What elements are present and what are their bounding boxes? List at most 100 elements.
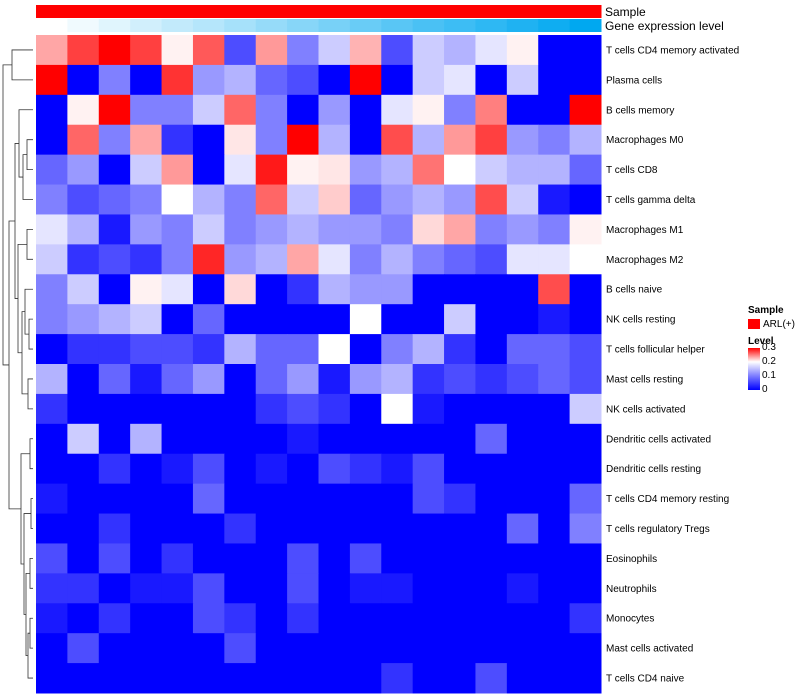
- heatmap-cell: [192, 334, 225, 365]
- heatmap-cell: [98, 334, 131, 365]
- heatmap-cell: [444, 453, 476, 485]
- annotation-cell-1-12: [412, 19, 445, 32]
- heatmap-cell: [318, 663, 351, 694]
- annotation-cell-1-16: [538, 19, 571, 32]
- legend-tick-0.2: 0.2: [762, 356, 776, 367]
- heatmap-cell: [475, 573, 508, 604]
- heatmap-cell: [318, 513, 351, 544]
- heatmap-cell: [287, 513, 319, 544]
- heatmap-cell: [381, 124, 414, 156]
- heatmap-cell: [381, 94, 414, 126]
- heatmap-cell: [318, 633, 351, 664]
- annotation-cell-0-17: [569, 5, 602, 18]
- heatmap-cell: [161, 154, 194, 186]
- annotation-cell-0-0: [36, 5, 68, 18]
- heatmap-cell: [36, 483, 68, 515]
- heatmap-cell: [412, 214, 445, 245]
- heatmap-cell: [36, 453, 68, 485]
- heatmap-cell: [255, 453, 288, 485]
- heatmap-cell: [224, 124, 257, 156]
- heatmap-cell: [412, 663, 445, 694]
- heatmap-cell: [444, 35, 476, 66]
- heatmap-cell: [412, 35, 445, 66]
- legend-sample-label: ARL(+): [763, 318, 795, 330]
- heatmap-cell: [318, 35, 351, 66]
- heatmap-cell: [67, 334, 100, 365]
- heatmap-cell: [444, 184, 476, 215]
- heatmap-cell: [349, 423, 382, 455]
- heatmap-cell: [475, 423, 508, 455]
- annotation-cell-1-1: [67, 19, 100, 32]
- heatmap-cell: [98, 35, 131, 66]
- heatmap-cell: [506, 35, 539, 66]
- heatmap-cell: [67, 184, 100, 215]
- heatmap-cell: [538, 334, 571, 365]
- heatmap-cell: [318, 603, 351, 634]
- annotation-cell-1-13: [444, 19, 476, 32]
- heatmap-cell: [192, 453, 225, 485]
- heatmap-cell: [98, 64, 131, 96]
- annotation-cell-1-10: [349, 19, 382, 32]
- heatmap-cell: [67, 543, 100, 574]
- heatmap-cell: [224, 453, 257, 485]
- heatmap-cell: [569, 573, 602, 604]
- heatmap-cell: [412, 334, 445, 365]
- heatmap-cell: [224, 184, 257, 215]
- heatmap-cell: [569, 483, 602, 515]
- dendrogram-branch: [22, 154, 33, 200]
- heatmap-cell: [569, 633, 602, 664]
- heatmap-cell: [349, 154, 382, 186]
- row-label: Macrophages M2: [606, 255, 684, 266]
- heatmap-cell: [412, 64, 445, 96]
- heatmap-cell: [255, 513, 288, 544]
- heatmap-cell: [381, 633, 414, 664]
- heatmap-cell: [67, 154, 100, 186]
- heatmap-cell: [67, 603, 100, 634]
- heatmap-cell: [255, 334, 288, 365]
- heatmap-cell: [318, 274, 351, 305]
- heatmap-cell: [192, 94, 225, 126]
- heatmap-cell: [412, 483, 445, 515]
- annotation-cell-0-9: [318, 5, 351, 18]
- legend-tick-0.1: 0.1: [762, 370, 776, 381]
- heatmap-cell: [67, 364, 100, 395]
- heatmap-cell: [506, 453, 539, 485]
- heatmap-cell: [475, 393, 508, 425]
- heatmap-cell: [506, 94, 539, 126]
- heatmap-cell: [287, 35, 319, 66]
- heatmap-cell: [475, 633, 508, 664]
- heatmap-cell: [506, 334, 539, 365]
- heatmap-cell: [349, 663, 382, 694]
- heatmap-cell: [161, 214, 194, 245]
- heatmap-cell: [444, 214, 476, 245]
- heatmap-cell: [130, 543, 163, 574]
- heatmap-cell: [287, 274, 319, 305]
- heatmap-cell: [538, 64, 571, 96]
- heatmap-cell: [224, 663, 257, 694]
- annotation-cell-1-17: [569, 19, 602, 32]
- heatmap-cell: [475, 124, 508, 156]
- annotation-cell-0-6: [224, 5, 257, 18]
- row-label: Macrophages M1: [606, 225, 684, 236]
- heatmap-cell: [444, 633, 476, 664]
- heatmap-cell: [381, 64, 414, 96]
- heatmap-cell: [444, 483, 476, 515]
- heatmap-cell: [569, 304, 602, 335]
- heatmap-cell: [444, 603, 476, 634]
- heatmap-cell: [538, 483, 571, 515]
- heatmap-cell: [98, 603, 131, 634]
- legend-color-bar: [748, 348, 760, 390]
- heatmap-cell: [569, 423, 602, 455]
- heatmap-cell: [192, 64, 225, 96]
- heatmap-cell: [349, 543, 382, 574]
- annotation-cell-0-16: [538, 5, 571, 18]
- heatmap-cell: [255, 124, 288, 156]
- heatmap-cell: [506, 364, 539, 395]
- heatmap-cell: [412, 124, 445, 156]
- heatmap-cell: [475, 184, 508, 215]
- row-label: Mast cells activated: [606, 644, 693, 655]
- heatmap-cell: [255, 364, 288, 395]
- row-label: T cells regulatory Tregs: [606, 524, 710, 535]
- heatmap-cell: [318, 483, 351, 515]
- heatmap-cell: [224, 573, 257, 604]
